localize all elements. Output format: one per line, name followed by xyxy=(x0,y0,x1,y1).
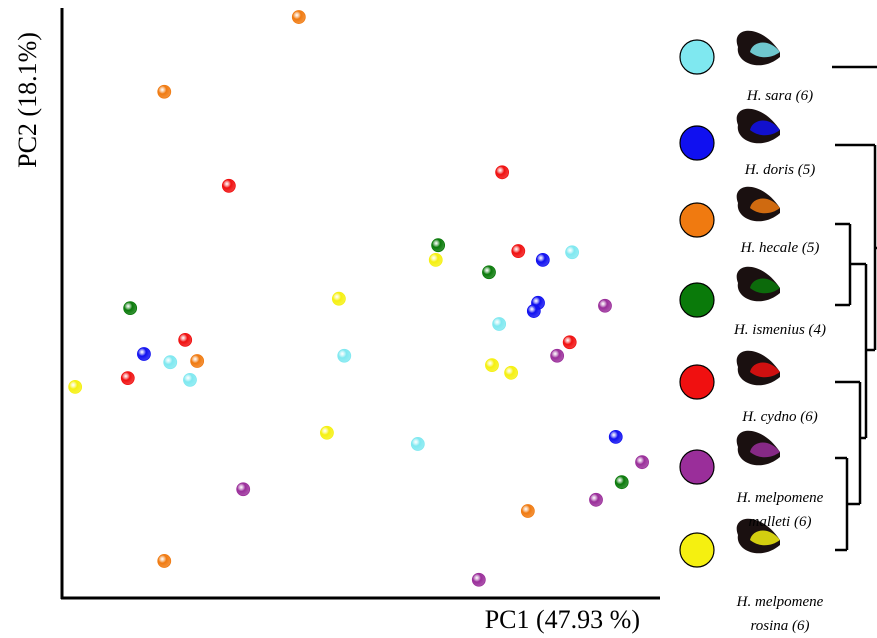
butterfly-icons xyxy=(736,30,780,554)
butterfly-band xyxy=(750,42,780,58)
data-point xyxy=(485,358,499,373)
data-point xyxy=(482,265,496,280)
data-point xyxy=(428,252,443,267)
legend-swatch xyxy=(679,125,715,161)
butterfly-band xyxy=(750,120,780,136)
data-point xyxy=(608,429,623,444)
butterfly-band xyxy=(750,278,780,294)
data-point xyxy=(331,291,346,306)
data-point xyxy=(236,482,251,497)
legend-label: H. sara (6) xyxy=(746,88,814,104)
legend-label: H. hecale (5) xyxy=(740,240,820,256)
data-point xyxy=(68,380,83,394)
data-point xyxy=(431,238,446,253)
data-point xyxy=(565,245,579,260)
legend-label: H. ismenius (4) xyxy=(733,322,827,338)
data-point xyxy=(635,455,649,470)
data-point xyxy=(562,335,577,350)
butterfly-band xyxy=(750,198,780,214)
data-point xyxy=(120,371,135,385)
dendrogram xyxy=(832,65,877,552)
data-point xyxy=(535,252,550,267)
legend-swatch xyxy=(679,532,715,568)
legend-label: H. melpomene rosina (6) xyxy=(736,594,824,634)
data-point xyxy=(178,332,193,347)
legend-swatch xyxy=(679,282,715,318)
data-point xyxy=(471,572,486,587)
data-point xyxy=(511,244,526,258)
legend-swatch xyxy=(679,364,715,400)
data-point xyxy=(495,165,510,180)
legend-label: H. doris (5) xyxy=(744,162,816,178)
data-point xyxy=(157,554,172,568)
data-point xyxy=(337,348,352,363)
data-point xyxy=(157,84,172,99)
data-point xyxy=(410,437,425,451)
data-point xyxy=(520,504,535,518)
data-point xyxy=(598,298,612,313)
butterfly-band xyxy=(750,442,780,458)
data-point xyxy=(504,365,518,380)
data-point xyxy=(526,304,541,318)
legend-swatch xyxy=(679,449,715,485)
data-point xyxy=(123,301,138,316)
legend-swatch xyxy=(679,39,715,75)
data-point xyxy=(550,348,565,363)
y-axis-title: PC2 (18.1%) xyxy=(13,32,42,168)
data-point xyxy=(221,178,236,193)
data-point xyxy=(137,347,151,361)
data-point xyxy=(614,475,629,490)
x-axis-title: PC1 (47.93 %) xyxy=(485,605,640,634)
data-point xyxy=(163,355,178,370)
legend-label: H. melpomene malleti (6) xyxy=(736,490,824,530)
data-point xyxy=(190,354,205,368)
data-point xyxy=(183,372,197,387)
legend-swatch xyxy=(679,202,715,238)
data-point xyxy=(291,10,306,24)
butterfly-band xyxy=(750,530,780,546)
data-point xyxy=(589,492,603,507)
legend-label: H. cydno (6) xyxy=(742,409,818,425)
data-point xyxy=(492,317,507,331)
data-point xyxy=(320,425,334,440)
butterfly-band xyxy=(750,362,780,378)
